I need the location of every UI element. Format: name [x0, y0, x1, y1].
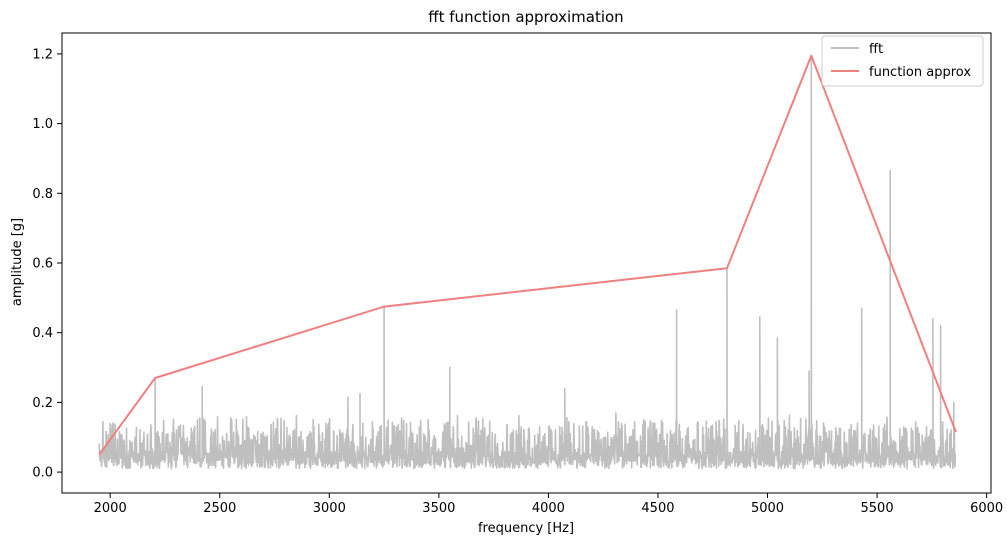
x-axis-label: frequency [Hz]: [478, 521, 574, 536]
y-tick-label: 0.6: [32, 257, 53, 272]
y-tick-label: 0.2: [32, 396, 53, 411]
x-tick-label: 6000: [970, 501, 1003, 516]
x-tick-label: 2000: [94, 501, 127, 516]
y-axis-label: amplitude [g]: [10, 218, 25, 306]
x-tick-label: 5000: [751, 501, 784, 516]
x-tick-label: 4500: [641, 501, 674, 516]
y-tick-label: 1.0: [32, 117, 53, 132]
y-tick-label: 1.2: [32, 47, 53, 62]
plot-area: [98, 54, 957, 470]
legend-box: [821, 35, 984, 87]
x-tick-label: 5500: [861, 501, 894, 516]
y-axis: 0.0 0.2 0.4 0.6 0.8 1.0 1.2: [32, 47, 62, 481]
chart-title: fft function approximation: [428, 8, 623, 26]
x-tick-label: 3000: [313, 501, 346, 516]
fft-line: [98, 54, 957, 470]
y-tick-label: 0.4: [32, 326, 53, 341]
function-approx-series: [98, 54, 957, 456]
x-tick-label: 4000: [532, 501, 565, 516]
x-tick-label: 3500: [422, 501, 455, 516]
y-tick-label: 0.8: [32, 187, 53, 202]
fft-series: [98, 54, 957, 470]
y-tick-label: 0.0: [32, 466, 53, 481]
legend-label-function-approx: function approx: [869, 65, 971, 80]
function-approx-line: [98, 54, 957, 456]
legend-label-fft: fft: [869, 42, 883, 57]
x-tick-label: 2500: [203, 501, 236, 516]
legend: fft function approx: [821, 35, 984, 87]
x-axis: 2000 2500 3000 3500 4000 4500 5000 5500 6000: [94, 493, 1003, 516]
